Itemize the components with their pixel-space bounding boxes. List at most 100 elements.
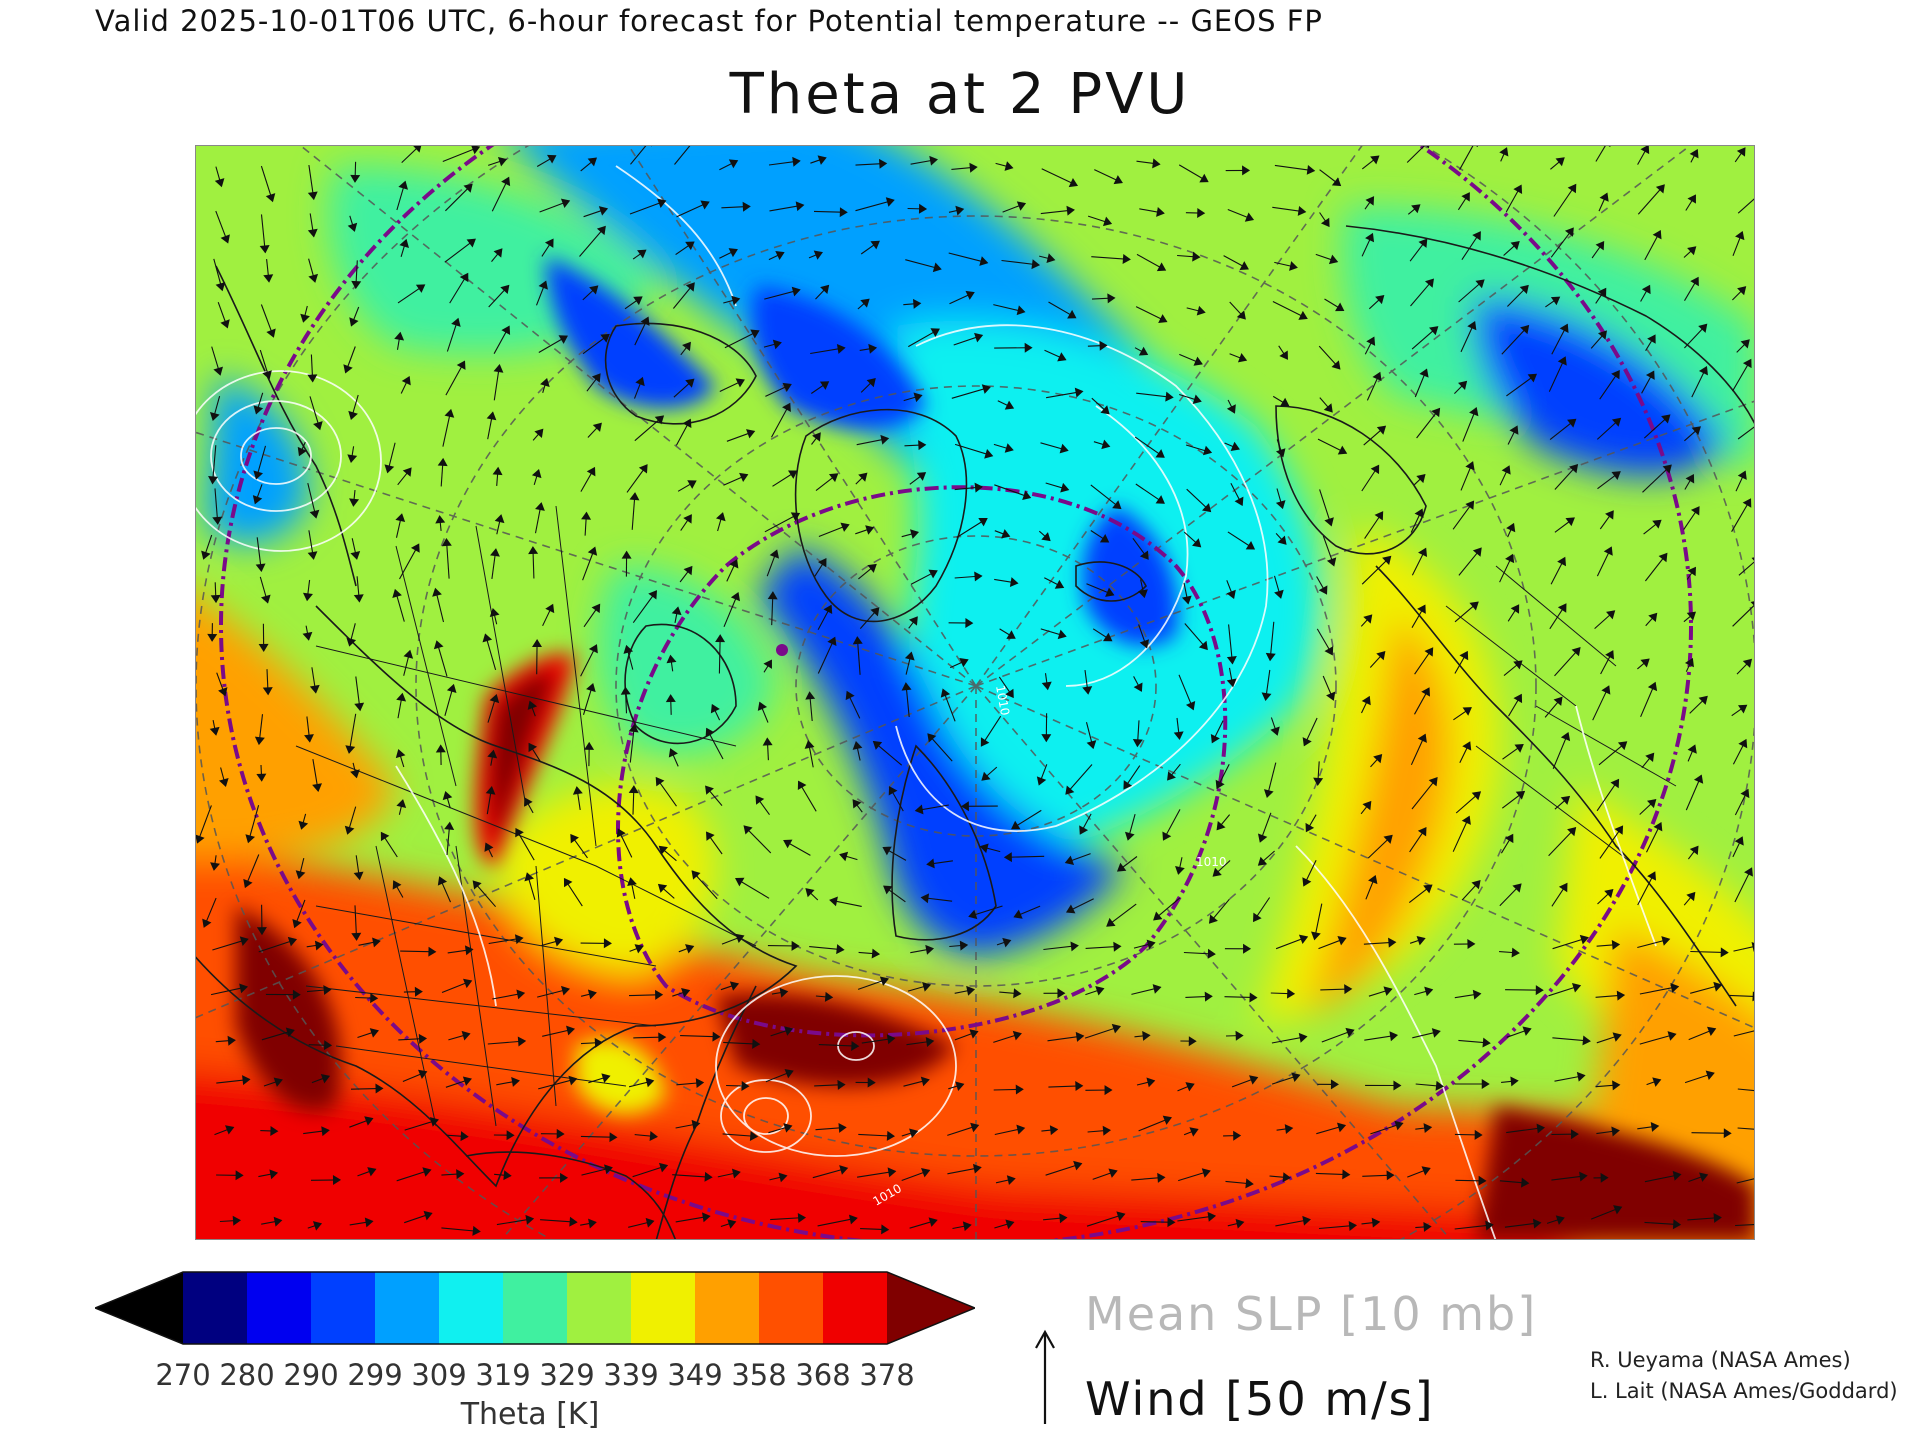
wind-vector-head [1431, 1028, 1441, 1038]
wind-vector-head [731, 295, 741, 306]
wind-vector-head [1013, 988, 1022, 999]
wind-vector-head [1605, 510, 1614, 520]
wind-vector-head [1326, 557, 1337, 567]
wind-vector-head [1376, 651, 1386, 661]
wind-vector-head [598, 206, 609, 216]
wind-vector-head [1467, 939, 1476, 949]
wind-vector-head [1737, 704, 1748, 714]
wind-vector-head [743, 825, 753, 835]
wind-vector-head [828, 473, 839, 483]
wind-vector-head [484, 842, 494, 852]
wind-vector-head [1226, 404, 1236, 414]
border-europe [1445, 565, 1677, 867]
wind-vector-head [836, 944, 845, 955]
wind-vector-head [392, 588, 402, 599]
wind-vector-head [225, 1125, 235, 1135]
wind-vector-head [517, 1036, 527, 1047]
wind-vector-head [729, 559, 739, 569]
wind-vector-head [628, 785, 639, 794]
wind-vector-head [1690, 506, 1700, 516]
wind-vector-head [1611, 1126, 1620, 1137]
wind-vector-head [1263, 789, 1274, 799]
wind-vector-head [1265, 652, 1276, 662]
wind-vector-head [1504, 833, 1514, 844]
wind-vector-head [921, 1168, 931, 1178]
colorbar-tick-label: 349 [667, 1358, 723, 1392]
wind-vector-head [1655, 184, 1665, 194]
wind-vector-head [1013, 909, 1023, 919]
map-title: Theta at 2 PVU [729, 62, 1191, 127]
wind-vector-head [534, 428, 544, 438]
wind-vector-head [1185, 1082, 1195, 1092]
wind-vector-head [1016, 201, 1027, 211]
wind-vector-head [981, 384, 991, 394]
wind-vector-head [1595, 240, 1605, 251]
isobar-arctic-2 [1065, 405, 1189, 687]
wind-vector-head [1324, 646, 1334, 656]
slp-legend: Mean SLP [10 mb] [1085, 1287, 1538, 1341]
wind-vector-head [1469, 407, 1479, 417]
wind-vector-head [912, 298, 922, 309]
wind-vector-head [1153, 911, 1163, 921]
wind-vector-head [685, 241, 695, 251]
wind-vector-head [1059, 1213, 1068, 1224]
wind-vector-head [1004, 400, 1015, 410]
wind-vector-head [909, 1128, 919, 1139]
wind-vector-head [1662, 464, 1672, 474]
wind-vector-head [779, 987, 789, 998]
wind-legend: Wind [50 m/s] [1085, 1372, 1435, 1426]
wind-vector-head [1705, 1070, 1715, 1081]
wind-vector-head [1698, 365, 1708, 376]
wind-vector-head [506, 1130, 515, 1141]
wind-vector-head [1173, 731, 1184, 740]
wind-vector-head [295, 870, 306, 880]
wind-vector-head [1133, 682, 1143, 692]
wind-vector-head [1106, 917, 1116, 927]
theta-map[interactable]: 1010 1010 1010 [195, 145, 1755, 1240]
wind-vector-head [791, 940, 800, 951]
wind-vector-head [1424, 278, 1434, 288]
wind-vector-head [1005, 1219, 1015, 1230]
wind-vector-head [1344, 984, 1353, 995]
wind-vector-head [442, 791, 453, 801]
wind-vector-head [700, 200, 710, 210]
wind-vector-head [1298, 934, 1309, 945]
wind-vector-head [1046, 253, 1056, 264]
wind-vector-head [1156, 262, 1167, 272]
wind-vector-head [772, 339, 782, 350]
wind-vector-head [819, 381, 830, 390]
wind-vector-head [1376, 425, 1387, 435]
wind-vector-head [1016, 1124, 1026, 1135]
colorbar-tick-label: 368 [795, 1358, 851, 1392]
wind-vector-head [460, 1131, 469, 1142]
wind-vector-head [213, 366, 223, 376]
wind-vector-head [432, 587, 442, 597]
wind-vector-head [403, 649, 414, 659]
colorbar-box [823, 1272, 887, 1344]
wind-vector-head [1291, 1072, 1301, 1083]
wind-vector-head [323, 1040, 333, 1051]
wind-vector-head [1467, 320, 1477, 331]
wind-vector-head [645, 1077, 655, 1088]
wind-vector-head [302, 631, 313, 641]
wind-vector-head [783, 1123, 793, 1133]
wind-vector-head [1740, 339, 1750, 349]
wind-vector-head [489, 694, 500, 704]
wind-vector-head [658, 845, 668, 855]
wind-vector-head [1667, 1031, 1677, 1041]
wind-vector [1738, 561, 1754, 576]
wind-vector-head [1237, 352, 1248, 363]
field-yellow-georgia [576, 1038, 666, 1115]
wind-vector-head [1597, 330, 1607, 340]
wind-vector-head [601, 1073, 611, 1083]
colorbar-label: Theta [K] [460, 1397, 600, 1432]
wind-vector-head [728, 248, 738, 258]
wind-vector-head [978, 517, 988, 527]
wind-vector-head [451, 317, 461, 327]
wind-vector-head [1234, 496, 1244, 507]
wind-vector-head [824, 991, 834, 1002]
wind-vector-head [1472, 231, 1481, 241]
wind-vector-head [1416, 473, 1426, 484]
wind-vector-head [1298, 1032, 1308, 1043]
purple-circle-outer [219, 146, 1693, 1239]
